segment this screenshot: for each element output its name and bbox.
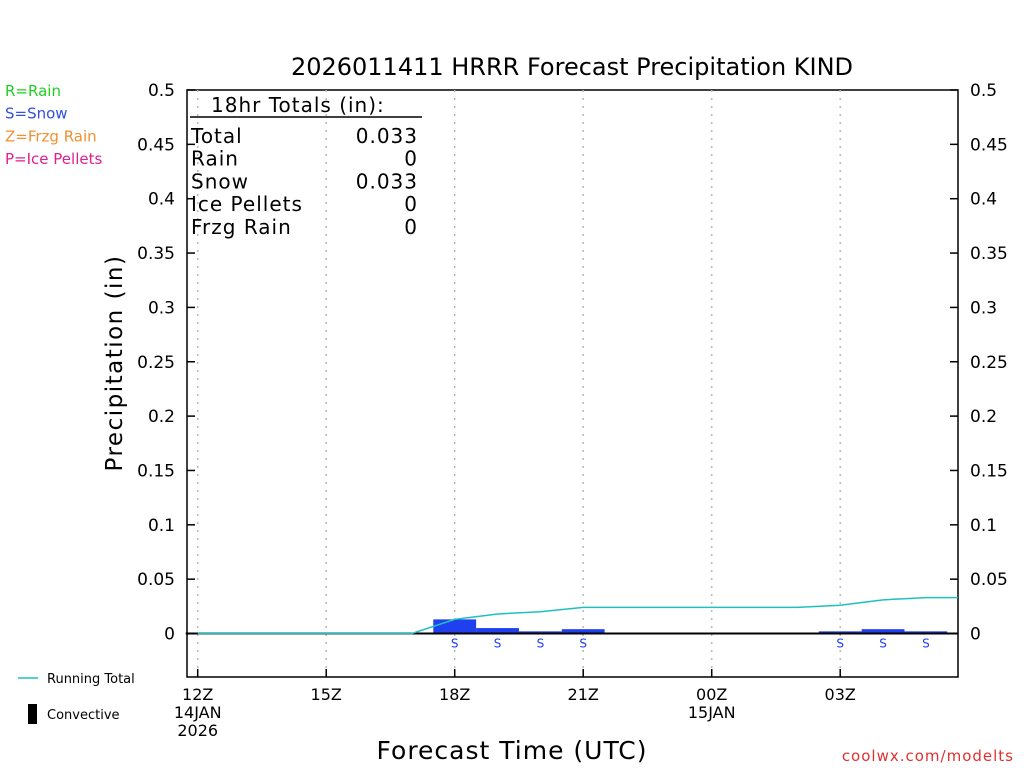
ptype-marker: S bbox=[494, 637, 502, 651]
totals-header: 18hr Totals (in): bbox=[211, 93, 385, 117]
y-tick-label-left: 0.45 bbox=[137, 135, 175, 155]
ptype-marker: S bbox=[836, 637, 844, 651]
y-axis-right: 0 0.05 0.1 0.15 0.2 0.25 0.3 0.35 0.4 0.45 0.5 bbox=[950, 81, 1008, 645]
y-tick-label-right: 0.25 bbox=[970, 353, 1008, 373]
totals-label: Ice Pellets bbox=[191, 192, 303, 216]
y-tick-label-right: 0 bbox=[970, 625, 981, 645]
precip-bar bbox=[518, 631, 562, 634]
totals-box: 18hr Totals (in): Total 0.033 Rain 0 Snow 0.03… bbox=[190, 93, 422, 239]
x-tick-label: 15JAN bbox=[688, 703, 736, 722]
precip-bars bbox=[433, 619, 948, 634]
totals-value: 0.033 bbox=[356, 169, 418, 193]
y-tick-label-right: 0.3 bbox=[970, 298, 997, 318]
y-tick-label-right: 0.4 bbox=[970, 190, 997, 210]
ptype-marker: S bbox=[922, 637, 930, 651]
chart-title: 2026011411 HRRR Forecast Precipitation K… bbox=[291, 53, 853, 81]
y-tick-label-right: 0.2 bbox=[970, 407, 997, 427]
ptype-legend-item: R=Rain bbox=[5, 82, 61, 100]
ptype-legend-item: S=Snow bbox=[5, 105, 68, 123]
totals-label: Rain bbox=[191, 147, 239, 171]
running-total-line bbox=[197, 596, 958, 635]
y-tick-label-left: 0.4 bbox=[148, 190, 175, 210]
totals-label: Snow bbox=[191, 169, 249, 193]
y-axis-left: 0 0.05 0.1 0.15 0.2 0.25 0.3 0.35 0.4 0.45 0.5 bbox=[137, 81, 195, 645]
y-tick-label-right: 0.45 bbox=[970, 135, 1008, 155]
precip-bar bbox=[561, 629, 605, 634]
x-tick-label: 15Z bbox=[311, 685, 342, 704]
y-axis-title: Precipitation (in) bbox=[102, 255, 128, 472]
y-tick-label-left: 0.5 bbox=[148, 81, 175, 101]
precip-bar bbox=[433, 619, 477, 634]
ptype-legend: R=Rain S=Snow Z=Frzg Rain P=Ice Pellets bbox=[5, 82, 102, 168]
ptype-legend-item: Z=Frzg Rain bbox=[5, 127, 97, 145]
totals-value: 0 bbox=[404, 215, 418, 239]
ptype-marker: S bbox=[451, 637, 459, 651]
totals-label: Total bbox=[190, 124, 243, 148]
y-tick-label-left: 0.15 bbox=[137, 461, 175, 481]
ptype-marker: S bbox=[537, 637, 545, 651]
footer-link[interactable]: coolwx.com/modelts bbox=[842, 747, 1014, 765]
series-legend-label: Convective bbox=[47, 708, 120, 723]
y-tick-label-left: 0.35 bbox=[137, 244, 175, 264]
y-tick-label-left: 0.1 bbox=[148, 516, 175, 536]
x-tick-label: 21Z bbox=[568, 685, 599, 704]
x-tick-label: 12Z bbox=[182, 685, 213, 704]
ptype-marker: S bbox=[579, 637, 587, 651]
y-tick-label-right: 0.15 bbox=[970, 461, 1008, 481]
precip-bar bbox=[861, 629, 905, 634]
x-tick-label: 2026 bbox=[177, 721, 218, 740]
ptype-legend-item: P=Ice Pellets bbox=[5, 150, 102, 168]
x-tick-label: 18Z bbox=[439, 685, 470, 704]
x-tick-label: 00Z bbox=[696, 685, 727, 704]
y-tick-label-left: 0.25 bbox=[137, 353, 175, 373]
x-axis-title: Forecast Time (UTC) bbox=[377, 736, 648, 765]
precip-bar bbox=[476, 628, 519, 634]
y-tick-label-right: 0.1 bbox=[970, 516, 997, 536]
totals-value: 0.033 bbox=[356, 124, 418, 148]
series-legend-label: Running Total bbox=[47, 672, 135, 687]
plot-frame bbox=[186, 89, 959, 678]
series-legend: Running Total Convective bbox=[18, 672, 135, 724]
totals-value: 0 bbox=[404, 147, 418, 171]
precip-bar bbox=[904, 631, 948, 634]
y-tick-label-left: 0.2 bbox=[148, 407, 175, 427]
y-tick-label-left: 0.05 bbox=[137, 570, 175, 590]
y-tick-label-right: 0.05 bbox=[970, 570, 1008, 590]
y-tick-label-right: 0.35 bbox=[970, 244, 1008, 264]
x-tick-label: 14JAN bbox=[174, 703, 222, 722]
totals-label: Frzg Rain bbox=[191, 215, 292, 239]
ptype-marker: S bbox=[879, 637, 887, 651]
y-tick-label-left: 0.3 bbox=[148, 298, 175, 318]
precip-bar bbox=[818, 631, 862, 634]
totals-value: 0 bbox=[404, 192, 418, 216]
convective-legend-swatch bbox=[28, 704, 37, 724]
x-tick-label: 03Z bbox=[825, 685, 856, 704]
grid-lines bbox=[196, 90, 841, 677]
y-tick-label-left: 0 bbox=[164, 625, 175, 645]
y-tick-label-right: 0.5 bbox=[970, 81, 997, 101]
